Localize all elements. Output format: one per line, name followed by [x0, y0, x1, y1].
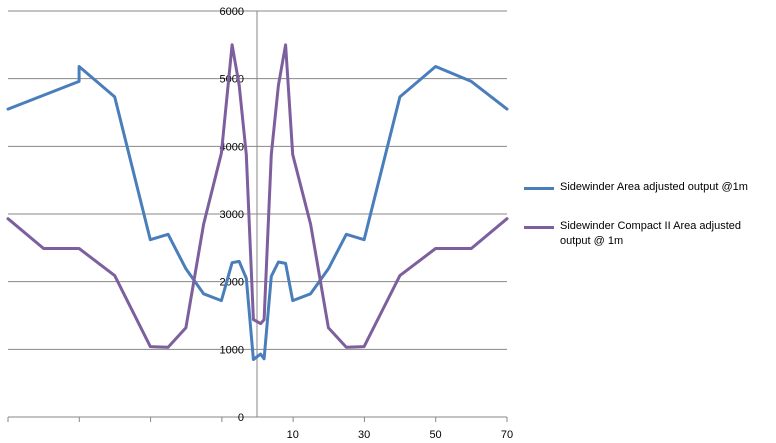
series-line-1 [6, 65, 509, 361]
axes [7, 11, 508, 422]
legend-label-series-1: Sidewinder Area adjusted output @1m [560, 181, 748, 193]
series-line-2 [6, 43, 509, 349]
y-tick-label-1: 1000 [220, 344, 244, 356]
y-tick-label-6: 6000 [220, 6, 244, 18]
legend-label-series-2: Sidewinder Compact II Area adjusted outp… [560, 220, 741, 247]
legend: Sidewinder Area adjusted output @1m Side… [524, 180, 774, 273]
x-tick-label-1: 30 [358, 429, 370, 441]
legend-swatch-series-1 [524, 187, 554, 190]
x-tick-labels: 10 30 50 70 [287, 429, 514, 441]
legend-item-series-1: Sidewinder Area adjusted output @1m [524, 180, 774, 195]
x-tick-label-2: 50 [429, 429, 441, 441]
series-lines [6, 43, 509, 361]
x-tick-label-0: 10 [287, 429, 299, 441]
legend-item-series-2: Sidewinder Compact II Area adjusted outp… [524, 219, 774, 249]
y-tick-label-0: 0 [238, 412, 244, 424]
y-tick-label-4: 4000 [220, 141, 244, 153]
legend-swatch-series-2 [524, 226, 554, 229]
y-tick-label-3: 3000 [220, 209, 244, 221]
x-tick-label-3: 70 [501, 429, 513, 441]
y-tick-label-2: 2000 [220, 277, 244, 289]
